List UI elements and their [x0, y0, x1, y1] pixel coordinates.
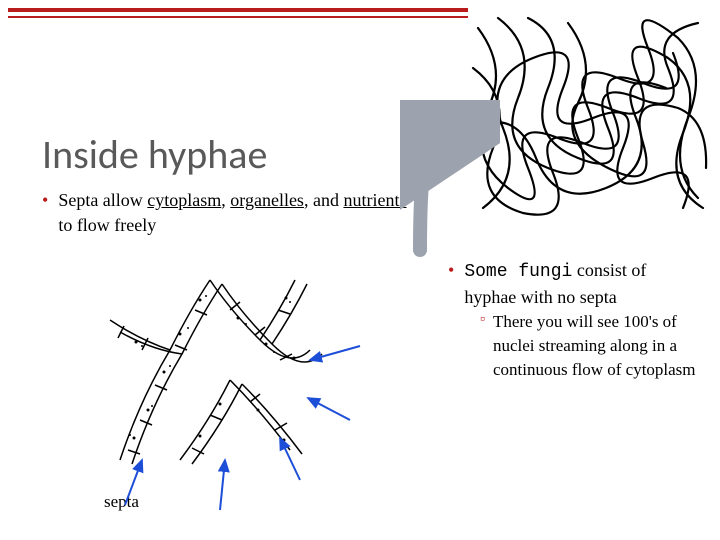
bullet-text: Some fungi consist of hyphae with no sep…: [464, 258, 698, 310]
text-prefix: Septa allow: [58, 190, 147, 210]
bullet-marker: •: [42, 188, 48, 213]
sub-bullet-marker: ▫: [480, 310, 485, 330]
text-sep2: , and: [304, 190, 344, 210]
underline-nutrients: nutrients: [343, 190, 406, 210]
text-suffix: to flow freely: [58, 215, 156, 235]
underline-organelles: organelles: [230, 190, 304, 210]
bullet-septa-flow: • Septa allow cytoplasm, organelles, and…: [42, 188, 422, 238]
bullet-text: Septa allow cytoplasm, organelles, and n…: [58, 188, 422, 238]
underline-cytoplasm: cytoplasm: [147, 190, 221, 210]
mono-some-fungi: Some fungi: [464, 262, 572, 282]
septa-arrows: [70, 260, 370, 520]
connector-arrow: [400, 100, 500, 260]
slide: Inside hyphae • Septa allow cytoplasm, o…: [0, 0, 720, 540]
bullet-some-fungi: • Some fungi consist of hyphae with no s…: [448, 258, 698, 310]
sub-bullet-nuclei: ▫ There you will see 100's of nuclei str…: [480, 310, 700, 381]
sub-bullet-text: There you will see 100's of nuclei strea…: [493, 310, 700, 381]
bullet-marker: •: [448, 258, 454, 283]
slide-title: Inside hyphae: [42, 130, 267, 179]
text-sep1: ,: [221, 190, 230, 210]
diagram-aseptate-hyphae: [468, 8, 712, 228]
